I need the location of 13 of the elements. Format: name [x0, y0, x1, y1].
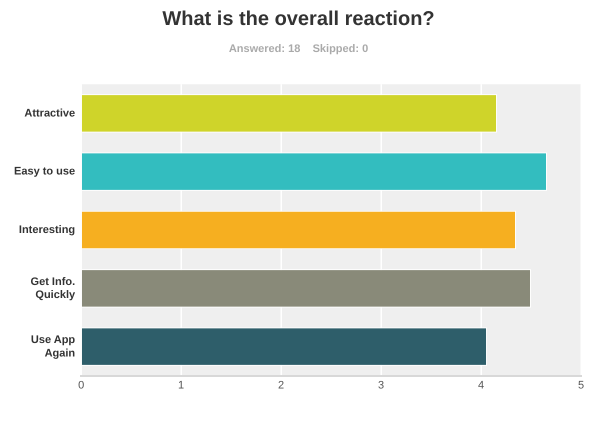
x-tick-label: 1 — [178, 379, 184, 392]
chart-title: What is the overall reaction? — [161, 8, 436, 31]
y-tick-label: Easy to use — [14, 166, 76, 178]
x-tick-label: 5 — [578, 379, 584, 392]
y-tick-label: Use App Again — [30, 334, 76, 360]
y-tick-label: Get Info. Quickly — [30, 276, 76, 301]
x-tick-label: 0 — [78, 379, 84, 392]
chart-subtitle: Answered: 18 Skipped: 0 — [228, 43, 370, 55]
y-tick-label: Interesting — [18, 224, 76, 236]
x-tick-label: 4 — [478, 379, 484, 392]
y-tick-label: Attractive — [24, 107, 76, 120]
x-tick-label: 3 — [378, 379, 384, 392]
x-tick-label: 2 — [278, 379, 284, 392]
